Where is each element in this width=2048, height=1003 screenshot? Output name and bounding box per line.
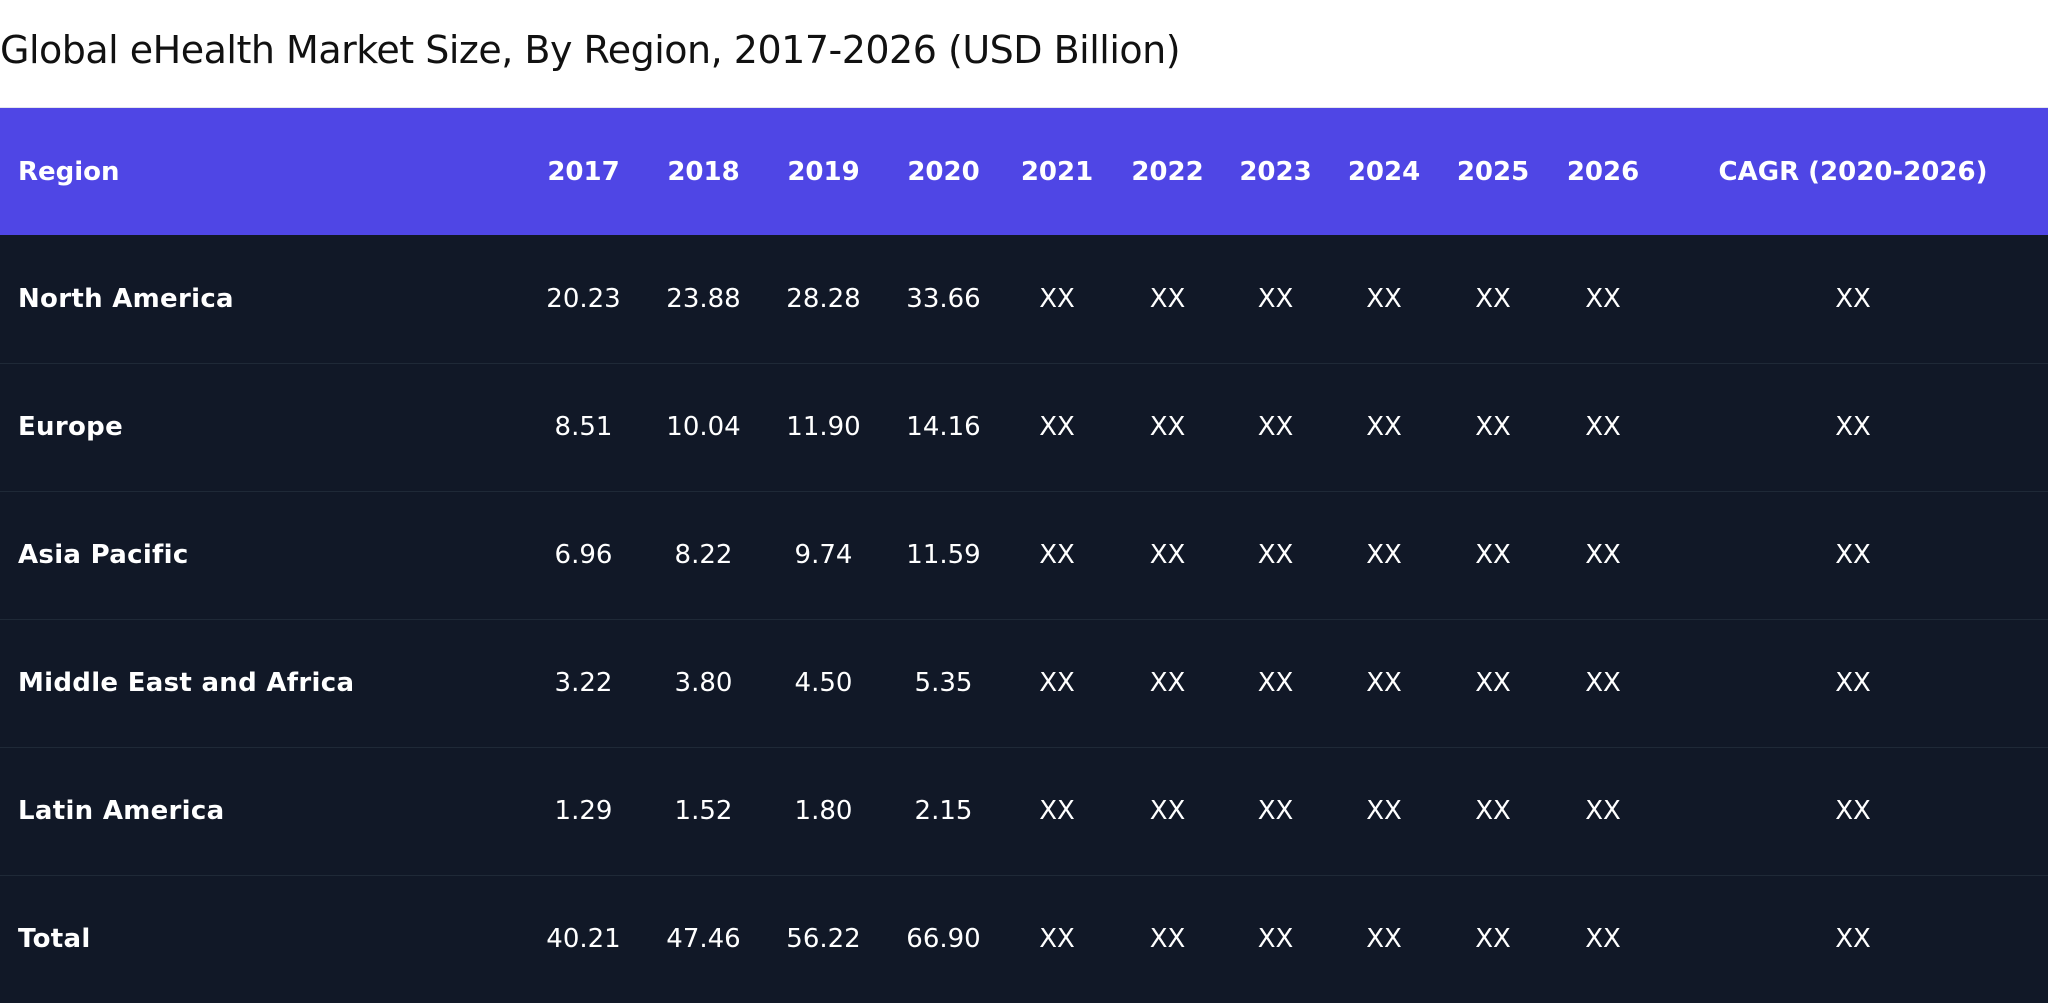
value-cell: XX [1257, 540, 1294, 570]
table-row: Latin America 1.29 1.52 1.80 2.15 XX XX XX XX XX X… [0, 747, 2048, 875]
value-cell: XX [1149, 412, 1186, 442]
value-cell: XX [1039, 668, 1075, 698]
cagr-cell: XX [1835, 283, 1871, 314]
region-name-cell: Latin America [18, 796, 225, 826]
value-cell: XX [1366, 283, 1402, 314]
value-cell: 1.52 [674, 796, 733, 826]
value-cell: 10.04 [666, 412, 741, 442]
value-cell: XX [1366, 540, 1402, 570]
value-cell: 28.28 [786, 283, 861, 314]
table-row: Middle East and Africa 3.22 3.80 4.50 5.35 XX… [0, 619, 2048, 747]
value-cell: XX [1585, 283, 1621, 314]
region-name-cell: North America [18, 283, 234, 314]
value-cell: 3.80 [674, 668, 733, 698]
table-row: Total 40.21 47.46 56.22 66.90 XX XX XX XX XX XX XX [0, 875, 2048, 1003]
value-cell: XX [1366, 796, 1402, 826]
cagr-cell: XX [1835, 924, 1871, 955]
table-header-row: Region 2017 2018 2019 2020 2021 2022 202… [0, 108, 2048, 235]
column-header-2021: 2021 [1020, 156, 1094, 187]
column-header-2017: 2017 [547, 156, 620, 187]
value-cell: XX [1039, 540, 1075, 570]
table-row: Europe 8.51 10.04 11.90 14.16 XX XX XX XX XX XX XX [0, 363, 2048, 491]
value-cell: XX [1475, 924, 1511, 955]
column-header-region: Region [18, 156, 120, 187]
value-cell: XX [1366, 668, 1402, 698]
value-cell: XX [1039, 924, 1075, 955]
value-cell: 23.88 [666, 283, 741, 314]
value-cell: 6.96 [554, 540, 613, 570]
value-cell: 4.50 [794, 668, 853, 698]
column-header-2018: 2018 [667, 156, 740, 187]
value-cell: 11.59 [906, 540, 981, 570]
value-cell: XX [1475, 796, 1511, 826]
column-header-2024: 2024 [1347, 156, 1421, 187]
value-cell: XX [1585, 540, 1621, 570]
value-cell: 5.35 [914, 668, 973, 698]
column-header-2022: 2022 [1131, 156, 1204, 187]
value-cell: 11.90 [786, 412, 861, 442]
value-cell: XX [1149, 540, 1186, 570]
page-title: Global eHealth Market Size, By Region, 2… [0, 0, 2048, 108]
column-header-2026: 2026 [1566, 156, 1640, 187]
value-cell: XX [1585, 668, 1621, 698]
cagr-cell: XX [1835, 412, 1871, 442]
table-row: Asia Pacific 6.96 8.22 9.74 11.59 XX XX XX XX XX X… [0, 491, 2048, 619]
value-cell: 56.22 [786, 924, 861, 955]
region-market-table: Region 2017 2018 2019 2020 2021 2022 202… [0, 108, 2048, 1003]
value-cell: XX [1257, 668, 1294, 698]
value-cell: XX [1585, 924, 1621, 955]
value-cell: XX [1366, 412, 1402, 442]
value-cell: 2.15 [914, 796, 973, 826]
value-cell: XX [1585, 796, 1621, 826]
value-cell: 14.16 [906, 412, 981, 442]
value-cell: 8.22 [674, 540, 733, 570]
region-name-cell: Europe [18, 412, 124, 442]
region-name-cell: Asia Pacific [18, 540, 189, 570]
cagr-cell: XX [1835, 540, 1871, 570]
value-cell: XX [1149, 283, 1186, 314]
value-cell: XX [1475, 283, 1511, 314]
value-cell: XX [1585, 412, 1621, 442]
value-cell: XX [1475, 412, 1511, 442]
table-row: North America 20.23 23.88 28.28 33.66 XX XX XX X… [0, 235, 2048, 363]
region-name-cell: Middle East and Africa [18, 668, 355, 698]
table-body: North America 20.23 23.88 28.28 33.66 XX XX XX X… [0, 235, 2048, 1003]
value-cell: XX [1366, 924, 1402, 955]
cagr-cell: XX [1835, 668, 1871, 698]
value-cell: XX [1149, 668, 1186, 698]
value-cell: XX [1149, 924, 1186, 955]
value-cell: XX [1475, 540, 1511, 570]
value-cell: 8.51 [554, 412, 613, 442]
cagr-cell: XX [1835, 796, 1871, 826]
column-header-2019: 2019 [787, 156, 860, 187]
value-cell: 66.90 [906, 924, 981, 955]
value-cell: 3.22 [554, 668, 613, 698]
value-cell: XX [1039, 412, 1075, 442]
value-cell: 47.46 [666, 924, 741, 955]
value-cell: XX [1149, 796, 1186, 826]
value-cell: 1.80 [794, 796, 853, 826]
column-header-2020: 2020 [907, 156, 980, 187]
value-cell: XX [1257, 412, 1294, 442]
value-cell: XX [1257, 283, 1294, 314]
region-name-cell: Total [18, 924, 91, 955]
column-header-cagr: CAGR (2020-2026) [1718, 156, 1988, 187]
value-cell: XX [1257, 796, 1294, 826]
value-cell: 20.23 [546, 283, 621, 314]
value-cell: 40.21 [546, 924, 621, 955]
value-cell: 9.74 [794, 540, 853, 570]
value-cell: XX [1257, 924, 1294, 955]
value-cell: XX [1475, 668, 1511, 698]
column-header-2023: 2023 [1239, 156, 1312, 187]
value-cell: XX [1039, 796, 1075, 826]
column-header-2025: 2025 [1456, 156, 1530, 187]
value-cell: 33.66 [906, 283, 981, 314]
value-cell: 1.29 [554, 796, 613, 826]
value-cell: XX [1039, 283, 1075, 314]
